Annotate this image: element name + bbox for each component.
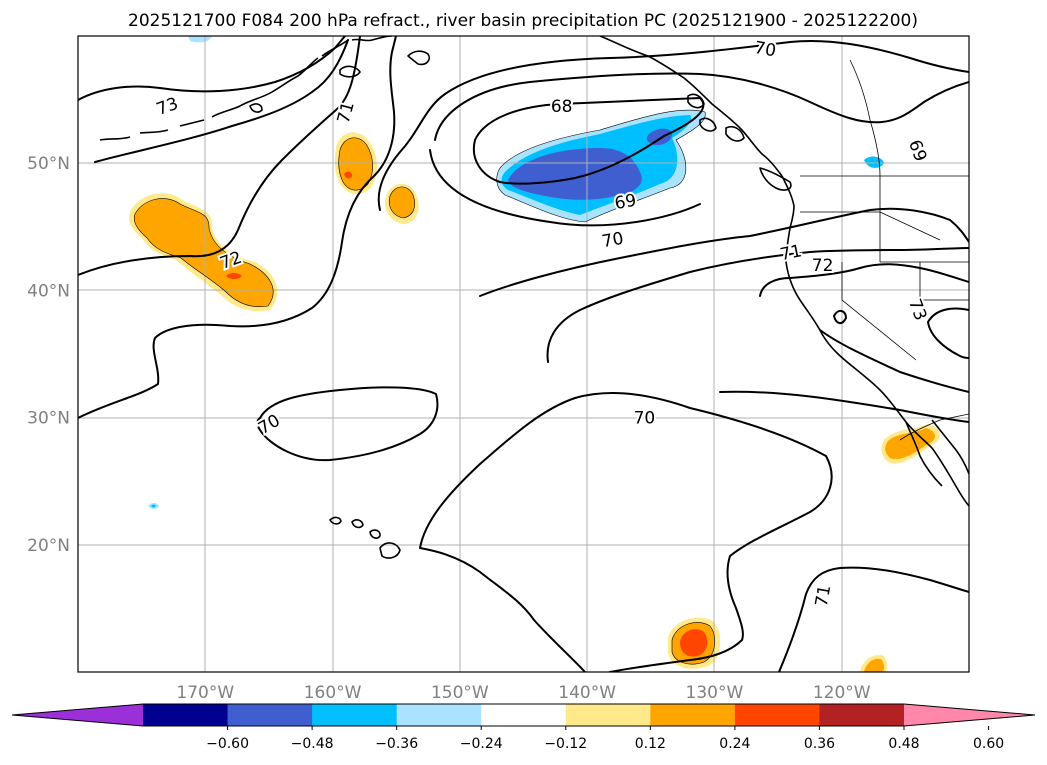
canada-province-border	[849, 59, 881, 177]
precip-orange	[134, 198, 274, 307]
colorbar-segment	[143, 704, 229, 726]
colorbar-tick-label: 0.24	[719, 736, 750, 752]
contour-label: 68	[551, 97, 573, 117]
lat-tick-label: 50°N	[27, 154, 70, 174]
colorbar-tick-label: 0.48	[888, 736, 919, 752]
contour-72-east	[759, 263, 969, 297]
colorbar-tick-label: −0.48	[291, 736, 334, 752]
colorbar-segment	[565, 704, 651, 726]
lon-tick-label: 130°W	[686, 683, 744, 703]
hawaii-kauai	[329, 516, 342, 525]
na-west-coast	[781, 175, 969, 507]
colorbar-tick-label: −0.60	[206, 736, 249, 752]
contour-72-west	[78, 36, 361, 276]
contour-label: 71	[812, 583, 835, 608]
contour-70-mid	[479, 207, 969, 297]
colorbar-tick-label: −0.24	[460, 736, 503, 752]
contour-label: 69	[613, 191, 638, 214]
colorbar-extend-low	[12, 704, 143, 726]
precip-field	[129, 36, 941, 672]
colorbar-tick-label: −0.36	[375, 736, 418, 752]
baja-california	[905, 421, 943, 487]
precip-spot-topleft	[188, 36, 212, 43]
precip-red-spot-2	[344, 171, 352, 179]
longitude-tick-labels: 170°W 160°W 150°W 140°W 130°W 120°W	[176, 683, 870, 703]
hawaii-big-island	[379, 542, 401, 559]
lat-tick-label: 20°N	[27, 536, 70, 556]
map-background	[78, 36, 969, 672]
political-borders	[800, 59, 969, 441]
colorbar-tick-label: 0.36	[804, 736, 835, 752]
alaska-islands	[249, 50, 431, 113]
precip-spot-hawaii-west-core	[151, 504, 156, 508]
precip-orange-4	[885, 428, 935, 460]
contour-73-arc	[94, 39, 349, 163]
colorbar-segment	[734, 704, 820, 726]
colorbar-segment	[481, 704, 567, 726]
colorbar-tick-label: 0.12	[635, 736, 666, 752]
contour-label: 72	[812, 256, 834, 276]
lon-tick-label: 140°W	[558, 683, 616, 703]
precip-royal-blue-2	[646, 128, 673, 146]
precip-red-5	[680, 629, 708, 657]
precip-edge-1	[496, 109, 706, 223]
colorbar-segment	[227, 704, 313, 726]
lon-tick-label: 170°W	[176, 683, 234, 703]
precip-red-spot-1	[226, 273, 242, 279]
us-state-borders	[800, 176, 969, 361]
lat-tick-label: 30°N	[27, 409, 70, 429]
contour-label: 70	[600, 229, 625, 252]
precip-edges	[133, 109, 716, 665]
contour-70-west-loop	[256, 386, 439, 462]
colorbar: −0.60 −0.48 −0.36 −0.24 −0.12 0.12 0.24 0.36 0.4…	[11, 703, 1036, 752]
contour-71-south	[719, 390, 969, 423]
contour-70-north	[377, 39, 969, 211]
contour-70-south	[419, 392, 833, 672]
precip-edge-3	[338, 137, 373, 191]
precip-orange-3	[389, 186, 415, 218]
contour-71-outer	[78, 36, 397, 419]
hawaii-oahu	[351, 519, 364, 529]
figure-title: 2025121700 F084 200 hPa refract., river …	[128, 11, 918, 31]
lat-tick-label: 40°N	[27, 281, 70, 301]
lon-tick-label: 160°W	[304, 683, 362, 703]
contour-72-south	[819, 329, 969, 393]
precip-orange-6	[864, 658, 884, 672]
contour-71-mid	[546, 247, 969, 363]
colorbar-tick-label: −0.12	[544, 736, 587, 752]
contour-72-loop	[833, 310, 847, 324]
lon-tick-label: 120°W	[813, 683, 871, 703]
contour-label: 70	[634, 409, 656, 429]
latitude-tick-labels: 50°N 40°N 30°N 20°N	[27, 154, 70, 556]
colorbar-segment	[650, 704, 736, 726]
lon-tick-label: 150°W	[431, 683, 489, 703]
contour-68	[472, 97, 705, 185]
refractivity-contours	[78, 36, 969, 672]
graticule	[78, 36, 969, 672]
colorbar-segment	[312, 704, 398, 726]
colorbar-tick-label: 0.60	[973, 736, 1004, 752]
precip-edge-4	[388, 186, 415, 219]
map-frame	[77, 35, 970, 673]
contour-69	[429, 72, 969, 227]
aleutian-coast	[99, 36, 393, 141]
precip-royal-blue	[508, 148, 642, 200]
gulf-of-california	[931, 419, 969, 475]
precip-edge-2	[133, 198, 274, 307]
contour-73-east	[927, 307, 969, 359]
contour-71-se	[778, 566, 969, 672]
contour-label: 70	[753, 38, 778, 61]
colorbar-segment	[819, 704, 905, 726]
contour-73-north	[78, 36, 346, 101]
colorbar-segment	[396, 704, 482, 726]
colorbar-extend-high	[904, 704, 1035, 726]
us-mexico-border	[899, 413, 969, 441]
hawaii-maui	[369, 529, 381, 539]
